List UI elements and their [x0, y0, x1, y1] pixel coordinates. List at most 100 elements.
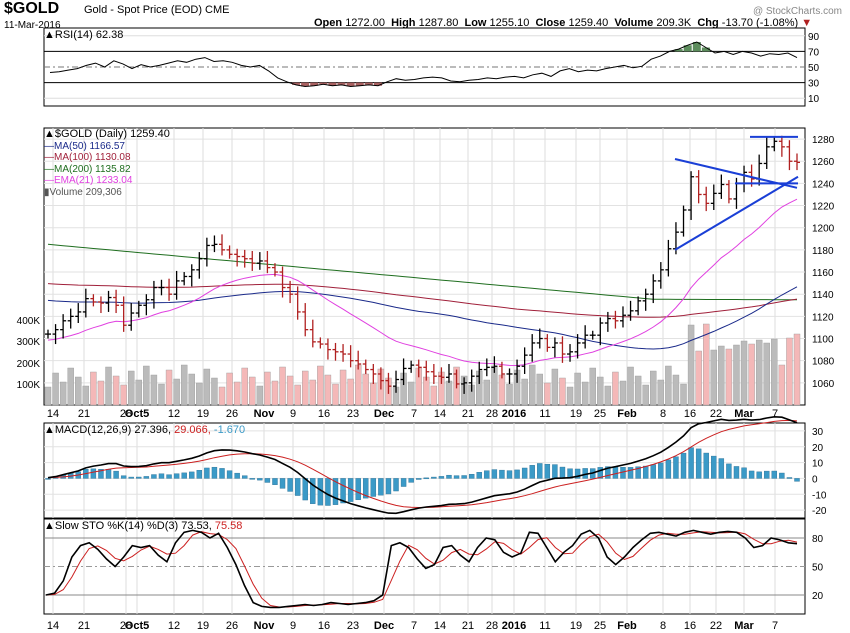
volume-bar [241, 367, 248, 406]
sto-y-tick: 20 [812, 591, 824, 602]
rsi-title: ▲RSI(14) 62.38 [44, 29, 123, 41]
macd-histogram-bar [794, 478, 800, 482]
rsi-oversold-fill [292, 82, 382, 87]
macd-histogram-bar [219, 468, 225, 479]
high-value: 1287.80 [418, 17, 459, 29]
macd-name: MACD(12,26,9) [54, 424, 132, 436]
macd-histogram-bar [446, 474, 452, 479]
macd-histogram-bar [181, 472, 187, 479]
volume-bar [309, 379, 316, 406]
x-tick-label: 7 [411, 408, 417, 420]
volume-bar [120, 384, 127, 406]
macd-histogram-bar [521, 467, 528, 479]
x-tick-label: 25 [594, 408, 606, 420]
legend-ma100: —MA(100) 1130.08 [44, 152, 170, 164]
x-tick-label: 7 [411, 620, 417, 632]
volume-y-tick: 300K [17, 337, 41, 348]
macd-histogram-bar [272, 478, 278, 485]
volume-bar [302, 370, 309, 406]
price-y-tick: 1180 [812, 246, 834, 257]
volume-bar [559, 377, 566, 406]
macd-histogram-bar [226, 470, 233, 479]
chg-label: Chg [697, 17, 719, 29]
legend-ma50: —MA(50) 1166.57 [44, 141, 170, 153]
volume-label-text: Volume 209,306 [49, 186, 122, 198]
x-tick-label: 21 [462, 620, 474, 632]
macd-histogram-bar [695, 448, 702, 479]
volume-bar [82, 385, 90, 406]
volume-bar [211, 377, 218, 406]
volume-bar [529, 364, 536, 406]
x-tick-label: 19 [197, 408, 209, 420]
rsi-overbought-fill [674, 42, 710, 52]
volume-bar [740, 340, 748, 406]
macd-title: ▲MACD(12,26,9) 27.396, 29.066, -1.670 [44, 424, 245, 436]
macd-histogram-bar [574, 468, 581, 479]
volume-bar [150, 374, 158, 406]
volume-bar [165, 369, 173, 406]
macd-histogram-bar [189, 471, 195, 479]
legend-ema21: —EMA(21) 1233.04 [44, 175, 170, 187]
rsi-y-tick: 70 [808, 47, 820, 58]
macd-histogram-bar [325, 478, 331, 506]
watermark: @ StockCharts.com [752, 6, 842, 17]
macd-line [47, 415, 798, 515]
ema21-swatch: — [44, 175, 54, 186]
price-legend: ▲$GOLD (Daily) 1259.40 —MA(50) 1166.57 —… [44, 128, 170, 198]
macd-y-tick: 10 [812, 459, 824, 470]
volume-bar [196, 382, 203, 406]
price-y-tick: 1200 [812, 224, 835, 235]
stochastic-panel [45, 529, 798, 609]
volume-bar [135, 379, 142, 406]
volume-bar [695, 350, 702, 406]
macd-histogram-bar [476, 472, 482, 479]
sto-legend-icon: ▲ [44, 520, 55, 532]
macd-histogram-bar [234, 472, 240, 479]
macd-histogram-bar [748, 470, 755, 479]
x-tick-label: 22 [710, 408, 722, 420]
volume-bar [143, 365, 150, 406]
macd-histogram-bar [468, 473, 475, 479]
volume-bar [498, 374, 506, 406]
volume-bar [544, 382, 551, 406]
macd-histogram-bar [627, 467, 634, 479]
volume-bar [294, 384, 301, 406]
macd-histogram-bar [128, 476, 134, 479]
sto-k-line [45, 529, 798, 609]
close-value: 1259.40 [568, 17, 609, 29]
x-tick-label: 28 [486, 620, 498, 632]
macd-histogram-bar [665, 459, 672, 479]
volume-bar [90, 371, 97, 406]
volume-bar [581, 381, 589, 406]
macd-histogram-bar [506, 470, 513, 479]
macd-histogram-bar [45, 478, 51, 480]
volume-bar [755, 339, 763, 406]
macd-histogram-bar [113, 470, 119, 479]
macd-histogram-bar [143, 476, 150, 479]
price-y-tick: 1160 [812, 268, 834, 279]
macd-histogram-bar [438, 476, 445, 479]
chg-down-icon: ▼ [801, 17, 813, 29]
volume-bar [218, 386, 226, 406]
macd-histogram-bar [741, 467, 747, 479]
macd-histogram-bar [378, 478, 384, 496]
macd-histogram-bar [658, 462, 664, 479]
volume-bar [778, 364, 786, 406]
price-bars [45, 135, 800, 394]
x-tick-label: 16 [684, 408, 696, 420]
x-tick-label: 19 [197, 620, 209, 632]
volume-bar [347, 378, 354, 406]
macd-histogram-bar [711, 455, 717, 479]
axis-labels: 141421212828Oct5Oct5121219192626NovNov99… [17, 32, 835, 632]
volume-bar [680, 383, 687, 406]
volume-y-tick: 100K [17, 380, 41, 391]
x-tick-label: 22 [710, 620, 722, 632]
volume-bar [703, 323, 710, 406]
volume-bar [67, 367, 74, 406]
x-tick-label: Mar [734, 620, 754, 632]
macd-histogram-bar [98, 469, 104, 479]
x-tick-label: 16 [684, 620, 696, 632]
volume-label: Volume [614, 17, 654, 29]
ma200-label: MA(200) 1135.82 [54, 163, 131, 175]
macd-histogram-bar [786, 477, 793, 479]
